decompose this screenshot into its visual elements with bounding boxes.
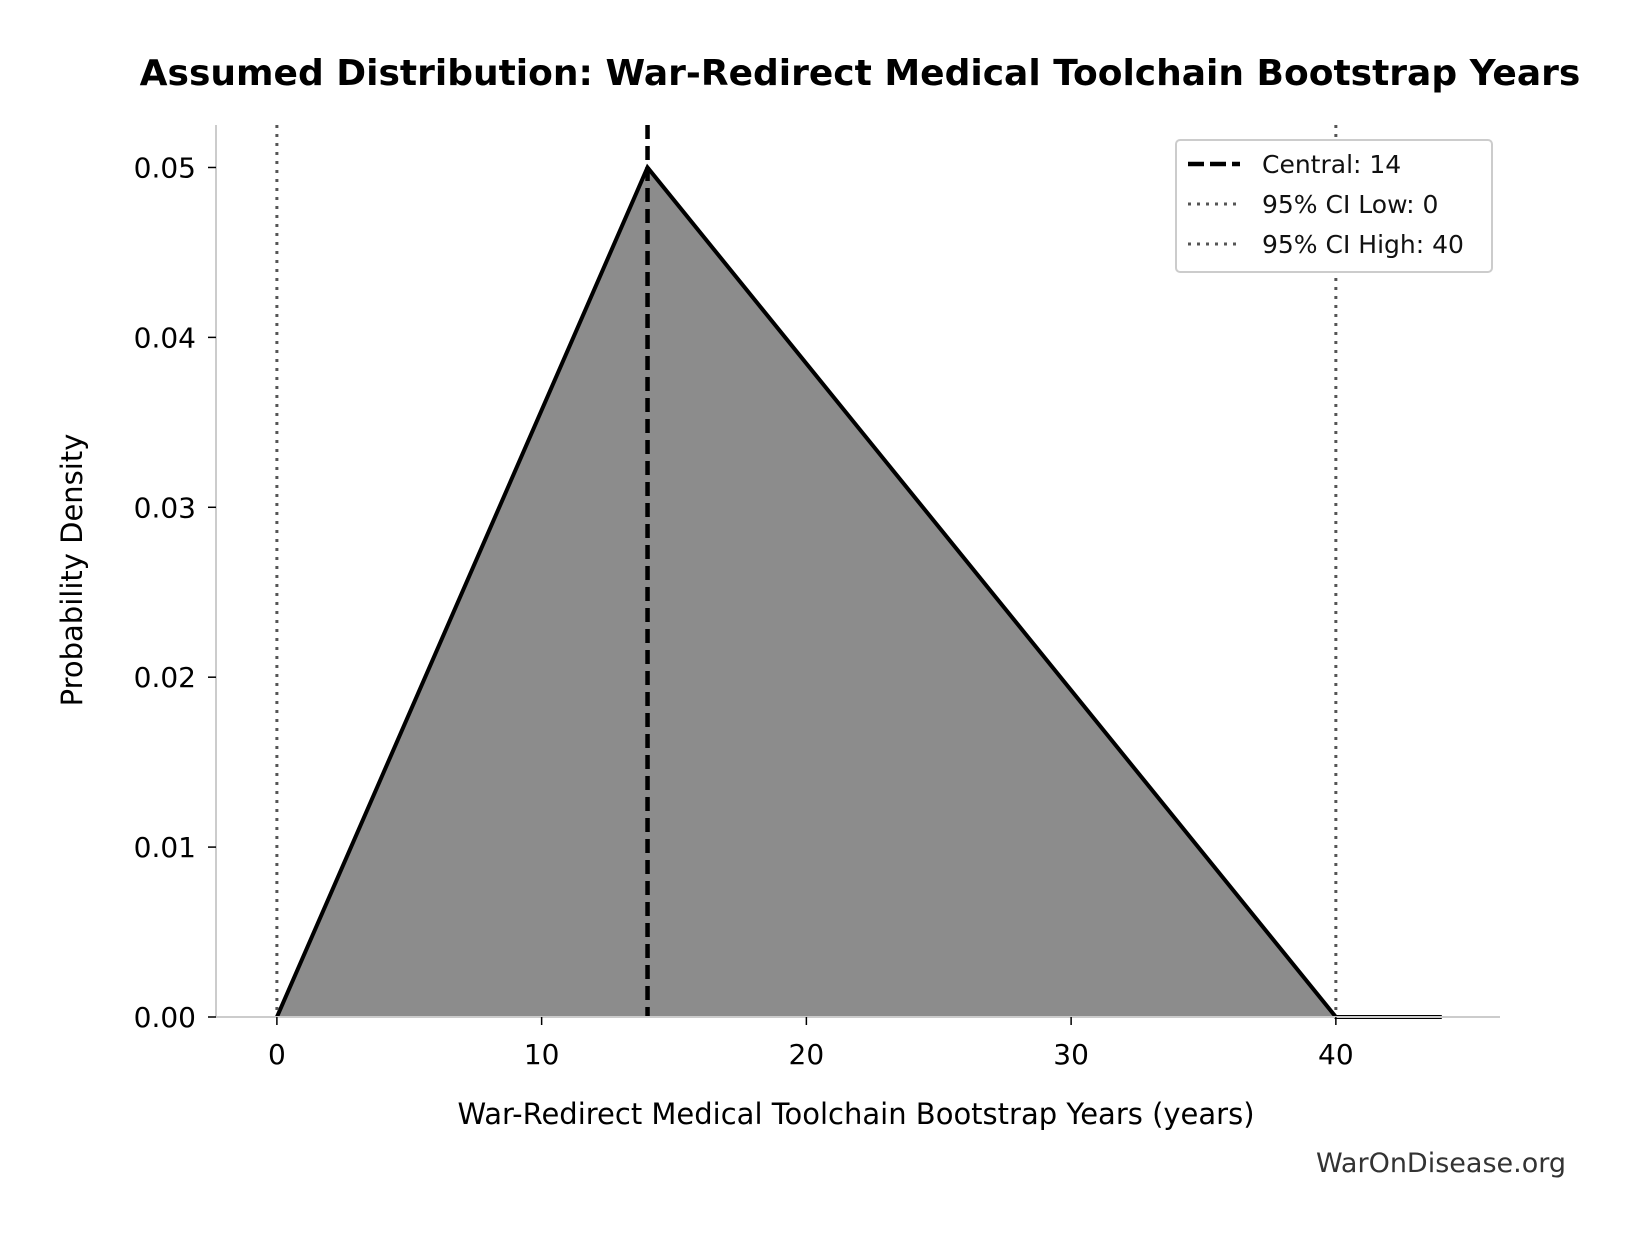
y-tick-label: 0.05 xyxy=(134,151,196,184)
y-tick-label: 0.01 xyxy=(134,831,196,864)
plot-area: 0 10 20 30 40 0.00 0.01 0.02 0.03 0.04 0.05 xyxy=(134,125,1500,1071)
watermark: WarOnDisease.org xyxy=(1316,1148,1566,1179)
legend: Central: 14 95% CI Low: 0 95% CI High: 40 xyxy=(1175,139,1493,273)
x-tick-label: 20 xyxy=(789,1038,825,1071)
x-tick-label: 10 xyxy=(524,1038,560,1071)
x-tick-label: 40 xyxy=(1318,1038,1354,1071)
legend-label-2: 95% CI High: 40 xyxy=(1262,230,1464,259)
density-fill-0 xyxy=(276,167,1442,1017)
x-tick-label: 0 xyxy=(268,1038,286,1071)
y-tick-label: 0.00 xyxy=(134,1001,196,1034)
y-tick-label: 0.02 xyxy=(134,661,196,694)
y-tick-label: 0.04 xyxy=(134,321,196,354)
y-tick-label: 0.03 xyxy=(134,491,196,524)
x-tick-label: 30 xyxy=(1053,1038,1089,1071)
y-axis-label: Probability Density xyxy=(55,434,89,707)
legend-box xyxy=(1175,139,1493,273)
x-axis-label: War-Redirect Medical Toolchain Bootstrap… xyxy=(457,1097,1254,1131)
legend-label-1: 95% CI Low: 0 xyxy=(1262,190,1438,219)
chart-title: Assumed Distribution: War-Redirect Medic… xyxy=(140,53,1581,94)
legend-label-0: Central: 14 xyxy=(1262,150,1401,179)
